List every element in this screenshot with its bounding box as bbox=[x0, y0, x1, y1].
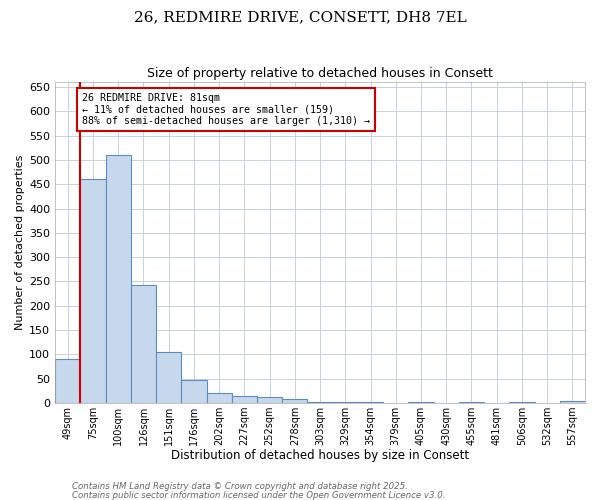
Y-axis label: Number of detached properties: Number of detached properties bbox=[15, 155, 25, 330]
Bar bbox=[181, 380, 206, 403]
Bar bbox=[232, 396, 257, 403]
Bar bbox=[156, 352, 181, 403]
Bar bbox=[560, 401, 585, 403]
Bar bbox=[106, 155, 131, 403]
Bar bbox=[282, 399, 307, 403]
Bar bbox=[206, 394, 232, 403]
Title: Size of property relative to detached houses in Consett: Size of property relative to detached ho… bbox=[147, 66, 493, 80]
Bar bbox=[131, 286, 156, 403]
Bar bbox=[257, 397, 282, 403]
Bar bbox=[358, 402, 383, 403]
Text: 26 REDMIRE DRIVE: 81sqm
← 11% of detached houses are smaller (159)
88% of semi-d: 26 REDMIRE DRIVE: 81sqm ← 11% of detache… bbox=[82, 93, 370, 126]
X-axis label: Distribution of detached houses by size in Consett: Distribution of detached houses by size … bbox=[171, 450, 469, 462]
Text: 26, REDMIRE DRIVE, CONSETT, DH8 7EL: 26, REDMIRE DRIVE, CONSETT, DH8 7EL bbox=[134, 10, 466, 24]
Bar bbox=[307, 402, 332, 403]
Bar bbox=[80, 180, 106, 403]
Bar bbox=[332, 402, 358, 403]
Text: Contains HM Land Registry data © Crown copyright and database right 2025.: Contains HM Land Registry data © Crown c… bbox=[72, 482, 408, 491]
Bar bbox=[55, 360, 80, 403]
Text: Contains public sector information licensed under the Open Government Licence v3: Contains public sector information licen… bbox=[72, 490, 445, 500]
Bar bbox=[459, 402, 484, 403]
Bar bbox=[409, 402, 434, 403]
Bar bbox=[509, 402, 535, 403]
